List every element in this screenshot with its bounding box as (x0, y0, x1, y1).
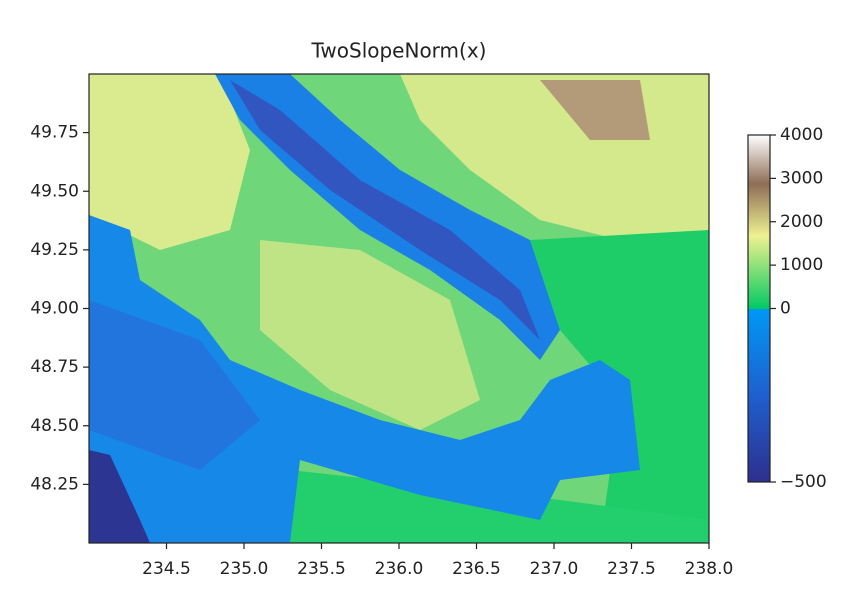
x-tick-label: 236.0 (375, 559, 424, 579)
colorbar-tick-label: 2000 (780, 212, 823, 232)
x-tick-label: 234.5 (142, 559, 191, 579)
y-tick-label: 49.75 (30, 123, 79, 143)
x-tick-label: 237.0 (530, 559, 579, 579)
colorbar-tick-label: 1000 (780, 255, 823, 275)
chart-title: TwoSlopeNorm(x) (311, 39, 487, 63)
x-tick-label: 238.0 (685, 559, 734, 579)
y-tick-label: 48.50 (30, 416, 79, 436)
x-tick-label: 235.0 (220, 559, 269, 579)
colorbar-tick-label: 3000 (780, 168, 823, 188)
y-tick-label: 48.75 (30, 357, 79, 377)
x-tick-label: 237.5 (607, 559, 656, 579)
colorbar-tick-label: 0 (780, 299, 791, 319)
colorbar-tick-label: −500 (780, 472, 827, 492)
image (89, 74, 709, 543)
colorbar-tick-label: 4000 (780, 125, 823, 145)
y-tick-label: 49.25 (30, 240, 79, 260)
x-tick-label: 236.5 (452, 559, 501, 579)
x-tick-label: 235.5 (297, 559, 346, 579)
y-tick-label: 49.50 (30, 181, 79, 201)
colorbar-high (748, 135, 770, 309)
y-tick-label: 49.00 (30, 299, 79, 319)
colorbar-low (748, 309, 770, 482)
y-tick-label: 48.25 (30, 474, 79, 494)
